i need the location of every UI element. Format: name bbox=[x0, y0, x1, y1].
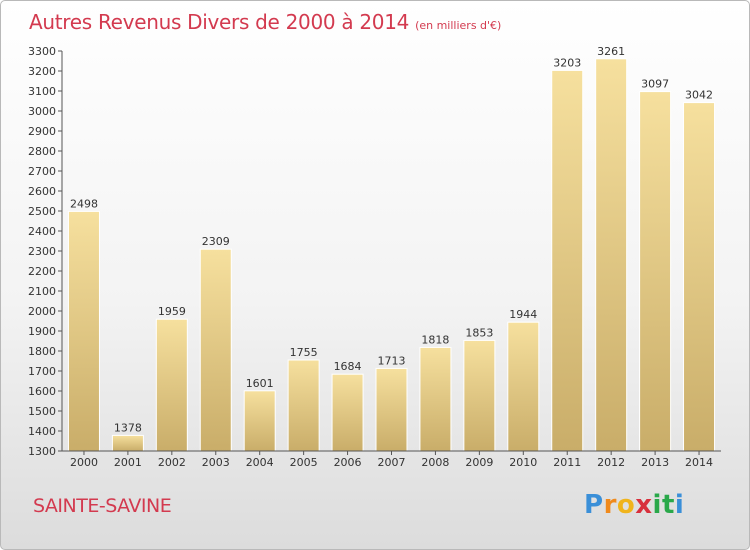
y-tick-label: 2100 bbox=[28, 285, 56, 298]
data-label: 3042 bbox=[685, 89, 713, 102]
data-label: 2309 bbox=[202, 235, 230, 248]
x-tick-label: 2011 bbox=[553, 456, 581, 469]
data-label: 3203 bbox=[553, 56, 581, 69]
data-label: 3261 bbox=[597, 45, 625, 58]
y-tick-label: 2000 bbox=[28, 305, 56, 318]
x-tick-label: 2002 bbox=[158, 456, 186, 469]
y-tick-label: 2900 bbox=[28, 125, 56, 138]
y-tick-label: 1900 bbox=[28, 325, 56, 338]
chart-subtitle: (en milliers d'€) bbox=[415, 19, 502, 32]
x-tick-label: 2001 bbox=[114, 456, 142, 469]
chart-title: Autres Revenus Divers de 2000 à 2014 bbox=[29, 10, 410, 34]
y-tick-label: 3300 bbox=[28, 45, 56, 58]
y-tick-label: 1300 bbox=[28, 445, 56, 458]
logo-letter: P bbox=[584, 490, 604, 520]
bar bbox=[419, 346, 452, 452]
x-tick-label: 2000 bbox=[70, 456, 98, 469]
bar bbox=[551, 69, 584, 452]
logo-letter: i bbox=[652, 490, 662, 520]
bar bbox=[639, 91, 672, 452]
y-tick-label: 2500 bbox=[28, 205, 56, 218]
y-tick-label: 2400 bbox=[28, 225, 56, 238]
x-tick-label: 2009 bbox=[465, 456, 493, 469]
x-tick-label: 2010 bbox=[509, 456, 537, 469]
y-tick-label: 1500 bbox=[28, 405, 56, 418]
bar bbox=[683, 102, 716, 452]
x-tick-label: 2003 bbox=[202, 456, 230, 469]
data-label: 3097 bbox=[641, 78, 669, 91]
proxiti-logo: Proxiti bbox=[584, 490, 684, 520]
y-tick-label: 3100 bbox=[28, 85, 56, 98]
data-label: 1378 bbox=[114, 421, 142, 434]
y-tick-label: 1600 bbox=[28, 385, 56, 398]
x-tick-label: 2013 bbox=[641, 456, 669, 469]
data-label: 1755 bbox=[290, 346, 318, 359]
data-label: 1713 bbox=[378, 354, 406, 367]
bar bbox=[199, 248, 232, 452]
x-tick-label: 2007 bbox=[378, 456, 406, 469]
y-tick-label: 3000 bbox=[28, 105, 56, 118]
data-label: 1601 bbox=[246, 377, 274, 390]
bar bbox=[331, 373, 364, 452]
data-label: 1684 bbox=[334, 360, 362, 373]
data-label: 2498 bbox=[70, 197, 98, 210]
bar bbox=[243, 390, 276, 452]
y-tick-label: 1700 bbox=[28, 365, 56, 378]
bar bbox=[67, 210, 100, 452]
y-tick-label: 2200 bbox=[28, 265, 56, 278]
logo-letter: x bbox=[635, 490, 653, 520]
logo-letter: o bbox=[616, 490, 636, 520]
data-label: 1853 bbox=[465, 326, 493, 339]
data-label: 1959 bbox=[158, 305, 186, 318]
data-label: 1818 bbox=[421, 333, 449, 346]
logo-letter: t bbox=[661, 490, 675, 520]
y-tick-label: 2600 bbox=[28, 185, 56, 198]
chart-title-block: Autres Revenus Divers de 2000 à 2014 (en … bbox=[29, 10, 501, 34]
x-tick-label: 2004 bbox=[246, 456, 274, 469]
bar bbox=[111, 434, 144, 452]
bar bbox=[155, 318, 188, 452]
bar bbox=[375, 367, 408, 452]
bar bbox=[507, 321, 540, 452]
bar bbox=[287, 359, 320, 452]
x-tick-label: 2005 bbox=[290, 456, 318, 469]
y-tick-label: 2800 bbox=[28, 145, 56, 158]
y-tick-label: 2700 bbox=[28, 165, 56, 178]
y-tick-label: 3200 bbox=[28, 65, 56, 78]
x-tick-label: 2014 bbox=[685, 456, 713, 469]
x-tick-label: 2012 bbox=[597, 456, 625, 469]
y-tick-label: 1400 bbox=[28, 425, 56, 438]
data-label: 1944 bbox=[509, 308, 537, 321]
bar bbox=[463, 339, 496, 452]
x-tick-label: 2008 bbox=[421, 456, 449, 469]
logo-letter: i bbox=[674, 490, 685, 520]
x-tick-label: 2006 bbox=[334, 456, 362, 469]
logo-letter: r bbox=[603, 490, 617, 520]
y-tick-label: 1800 bbox=[28, 345, 56, 358]
y-tick-label: 2300 bbox=[28, 245, 56, 258]
bar bbox=[595, 58, 628, 452]
place-name: SAINTE-SAVINE bbox=[33, 495, 172, 517]
